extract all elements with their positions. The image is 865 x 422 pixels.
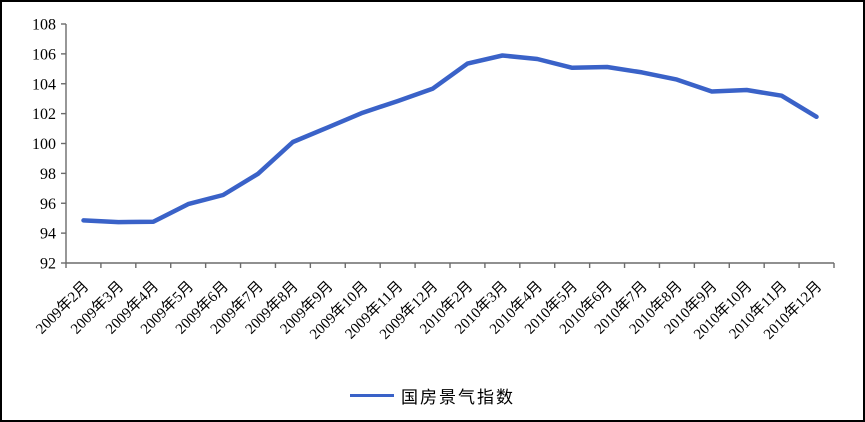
y-axis-tick-label: 102	[32, 106, 56, 123]
y-axis-tick-label: 94	[40, 226, 56, 243]
y-axis-tick-label: 98	[40, 166, 56, 183]
y-axis-tick-label: 100	[32, 136, 56, 153]
y-axis-tick-label: 92	[40, 256, 56, 273]
axes-group: 929496981001021041061082009年2月2009年3月200…	[32, 17, 835, 343]
legend: 国房景气指数	[2, 383, 863, 408]
y-axis-tick-label: 96	[40, 196, 56, 213]
y-axis-tick-label: 108	[32, 17, 56, 34]
legend-label: 国房景气指数	[401, 388, 515, 407]
y-axis-tick-label: 104	[32, 76, 56, 93]
climate-index-series-line	[81, 53, 819, 225]
y-axis-tick-label: 106	[32, 46, 56, 63]
legend-line-swatch	[350, 394, 394, 397]
